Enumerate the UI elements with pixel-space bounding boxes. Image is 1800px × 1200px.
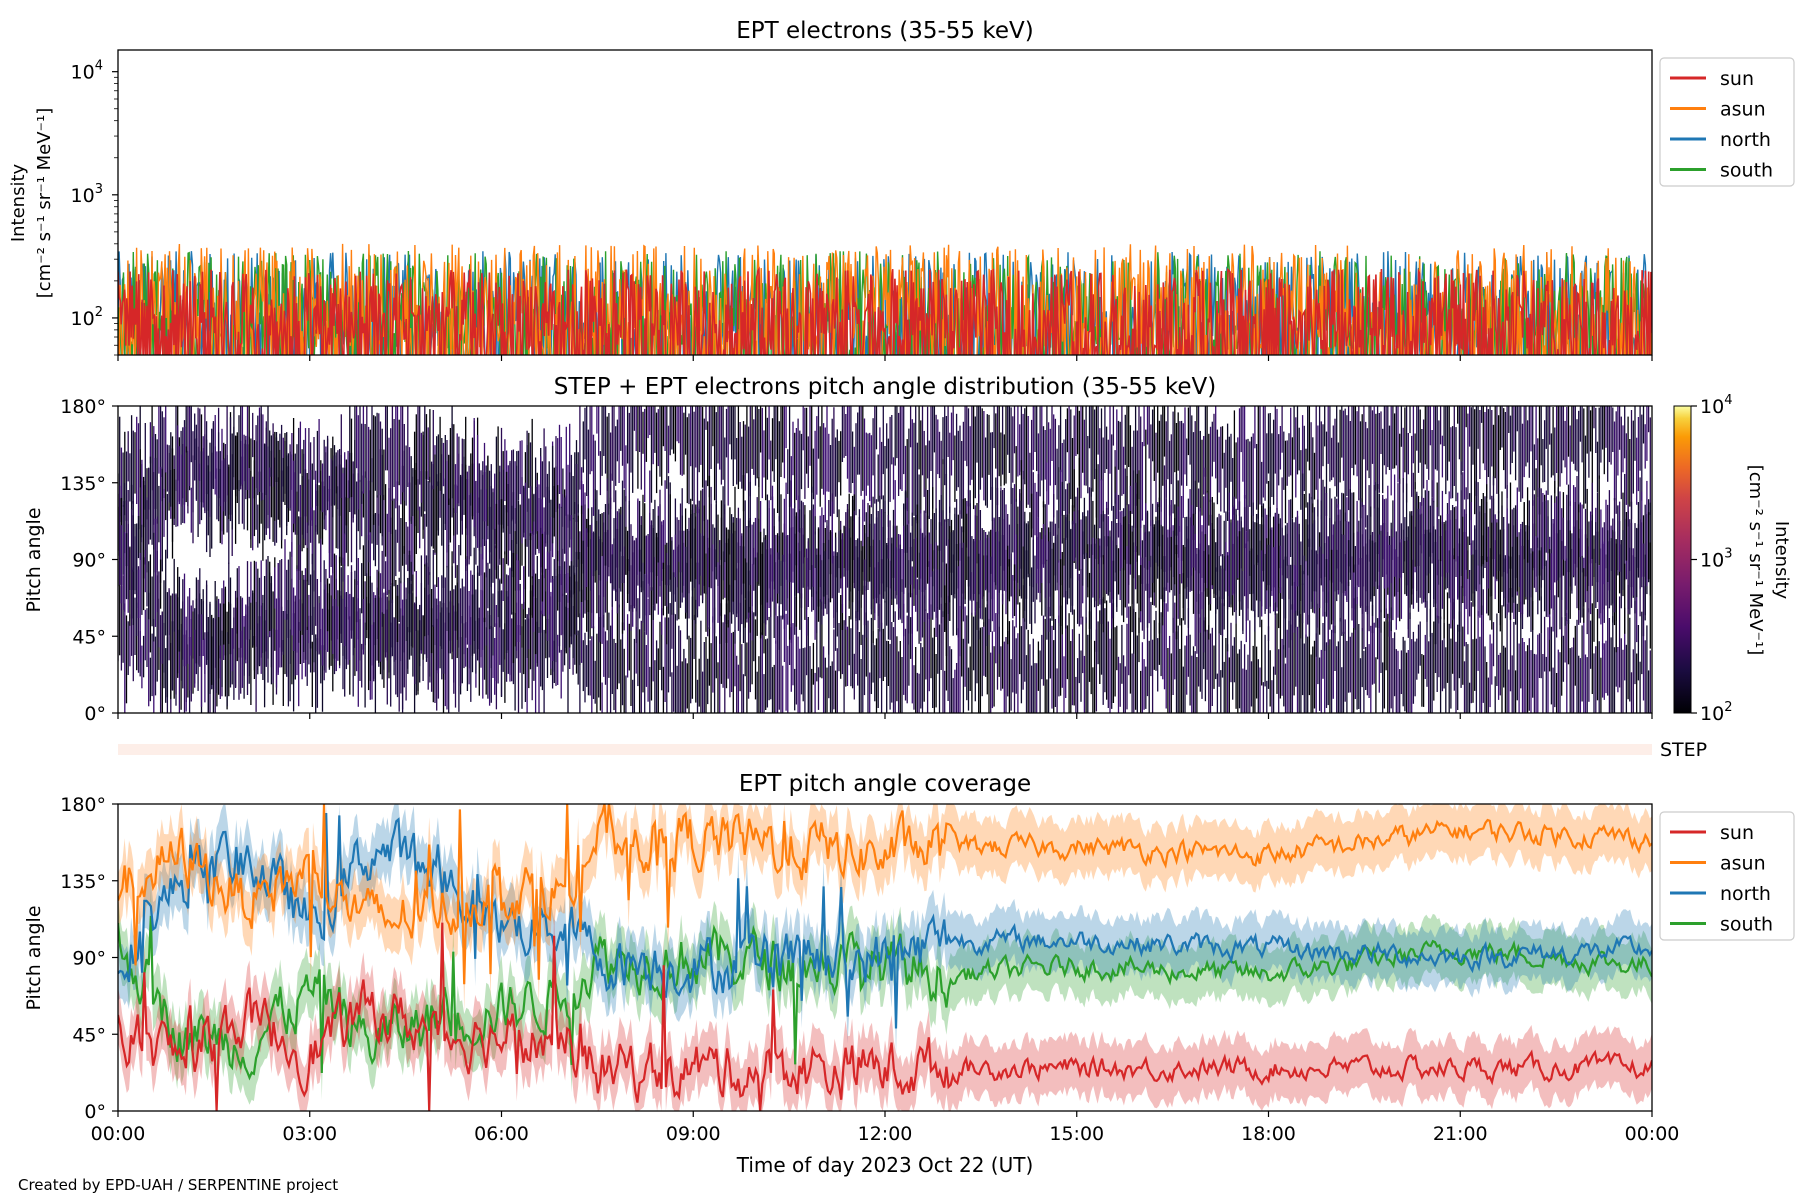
legend-box (1659, 811, 1795, 941)
legend-label-north: north (1720, 129, 1771, 151)
panel4-title: EPT pitch angle coverage (739, 771, 1031, 797)
coverage-line-asun (118, 804, 1652, 985)
y-tick-label: 135° (60, 871, 106, 893)
panel2-ylabel: Pitch angle (23, 507, 45, 612)
legend-label-asun: asun (1720, 99, 1766, 121)
y-tick-label: 45° (72, 1024, 106, 1046)
y-tick-label: 90° (72, 948, 106, 970)
x-tick-label: 15:00 (1049, 1123, 1104, 1145)
x-tick-label: 00:00 (1625, 1123, 1680, 1145)
x-tick-label: 21:00 (1433, 1123, 1488, 1145)
band-south (118, 888, 1652, 1105)
y-tick-label: 0° (84, 1101, 106, 1123)
x-tick-label: 03:00 (282, 1123, 337, 1145)
panel2-yaxis: 0° 45° 90° 135° 180° (60, 396, 118, 725)
panel4-legend: sun asun north south (1659, 811, 1795, 941)
step-strip-bar (118, 744, 1652, 755)
legend-label-north: north (1720, 883, 1771, 905)
colorbar-tick-label: 104 (1700, 393, 1732, 418)
panel2-title: STEP + EPT electrons pitch angle distrib… (554, 374, 1216, 400)
step-strip-label: STEP (1660, 739, 1707, 761)
panel1-xaxis (117, 355, 1653, 361)
colorbar-label-line2: [cm⁻² s⁻¹ sr⁻¹ MeV⁻¹] (1745, 465, 1766, 656)
coverage-line-north (118, 812, 1652, 1029)
x-tick-label: 12:00 (858, 1123, 913, 1145)
legend-box (1659, 57, 1795, 187)
panel1-title: EPT electrons (35-55 keV) (736, 18, 1033, 44)
footer-credit: Created by EPD-UAH / SERPENTINE project (18, 1176, 339, 1194)
panel4-xaxis: 00:00 03:00 06:00 09:00 12:00 15:00 18:00 21:00… (91, 1111, 1680, 1145)
panel-pitch-angle-distribution: STEP + EPT electrons pitch angle distrib… (23, 374, 1792, 725)
legend-label-sun: sun (1720, 822, 1754, 844)
y-tick-label: 135° (60, 473, 106, 495)
x-axis-label: Time of day 2023 Oct 22 (UT) (736, 1153, 1034, 1177)
colorbar (1673, 405, 1692, 714)
x-tick-label: 00:00 (91, 1123, 146, 1145)
panel-intensity: EPT electrons (35-55 keV) 102 103 104 Inte… (8, 18, 1795, 361)
colorbar-label-line1: Intensity (1771, 521, 1792, 600)
legend-label-south: south (1720, 160, 1773, 182)
panel-pitch-angle-coverage: EPT pitch angle coverage 0° 45° 90° 135° 180… (23, 771, 1795, 1177)
band-sun (118, 895, 1652, 1111)
panel4-uncertainty-bands (118, 804, 1652, 1111)
panel1-legend: sun asun north south (1659, 57, 1795, 187)
panel4-ylabel: Pitch angle (23, 905, 45, 1010)
panel1-series-lines (118, 243, 1652, 355)
panel2-xaxis (117, 713, 1653, 719)
step-strip: STEP (118, 739, 1707, 761)
panel4-yaxis: 0° 45° 90° 135° 180° (60, 794, 118, 1123)
panel1-ylabel-line2: [cm⁻² s⁻¹ sr⁻¹ MeV⁻¹] (34, 108, 55, 299)
legend-label-south: south (1720, 914, 1773, 936)
panel1-ylabel-line1: Intensity (8, 163, 29, 242)
panel1-yaxis: 102 103 104 (71, 59, 118, 356)
panel4-series-lines (118, 804, 1652, 1111)
colorbar-tick-label: 103 (1700, 547, 1732, 572)
panel2-heatmap (118, 406, 1651, 713)
y-tick-label: 90° (72, 550, 106, 572)
series-line-sun (118, 266, 1652, 355)
band-north (118, 804, 1652, 1056)
y-tick-label: 180° (60, 396, 106, 418)
x-tick-label: 06:00 (474, 1123, 529, 1145)
y-tick-label: 180° (60, 794, 106, 816)
y-tick-label: 104 (71, 59, 103, 84)
y-tick-label: 45° (72, 626, 106, 648)
x-tick-label: 18:00 (1241, 1123, 1296, 1145)
legend-label-sun: sun (1720, 68, 1754, 90)
legend-label-asun: asun (1720, 853, 1766, 875)
colorbar-tick-label: 102 (1700, 700, 1732, 725)
band-asun (118, 804, 1652, 1012)
x-tick-label: 09:00 (666, 1123, 721, 1145)
coverage-line-sun (118, 922, 1652, 1111)
colorbar-ticks: 102 103 104 (1691, 393, 1732, 725)
y-tick-label: 0° (84, 703, 106, 725)
y-tick-label: 102 (71, 305, 103, 330)
y-tick-label: 103 (71, 182, 103, 207)
